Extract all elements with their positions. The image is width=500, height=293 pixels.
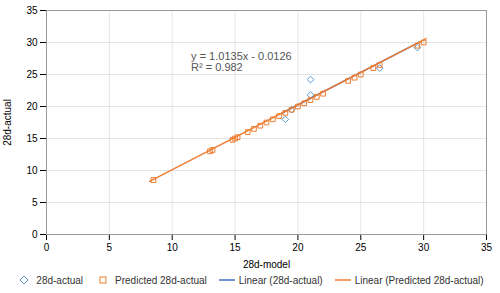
svg-text:5: 5 [107,242,113,253]
svg-text:15: 15 [230,242,242,253]
svg-text:25: 25 [26,69,38,80]
svg-text:30: 30 [26,37,38,48]
svg-text:15: 15 [26,133,38,144]
html-text:28d-actual: 28d-actual [36,274,83,286]
svg-text:25: 25 [355,242,367,253]
svg-text:20: 20 [292,242,304,253]
svg-text:0: 0 [44,242,50,253]
svg-text:0: 0 [32,229,38,240]
svg-text:5: 5 [32,197,38,208]
svg-text:y = 1.0135x - 0.0126R² = 0.982: y = 1.0135x - 0.0126R² = 0.982 [191,50,292,73]
html-text:Linear (Predicted 28d-actual): Linear (Predicted 28d-actual) [354,274,484,286]
svg-text:28d-actual: 28d-actual [2,99,13,146]
svg-text:30: 30 [418,242,430,253]
svg-text:20: 20 [26,101,38,112]
svg-text:35: 35 [26,5,38,16]
svg-text:28d-model: 28d-model [243,259,290,270]
svg-text:35: 35 [481,242,493,253]
html-text:Linear (28d-actual): Linear (28d-actual) [238,274,323,286]
html-text:Predicted 28d-actual: Predicted 28d-actual [115,274,207,286]
svg-text:10: 10 [167,242,179,253]
svg-text:10: 10 [26,165,38,176]
